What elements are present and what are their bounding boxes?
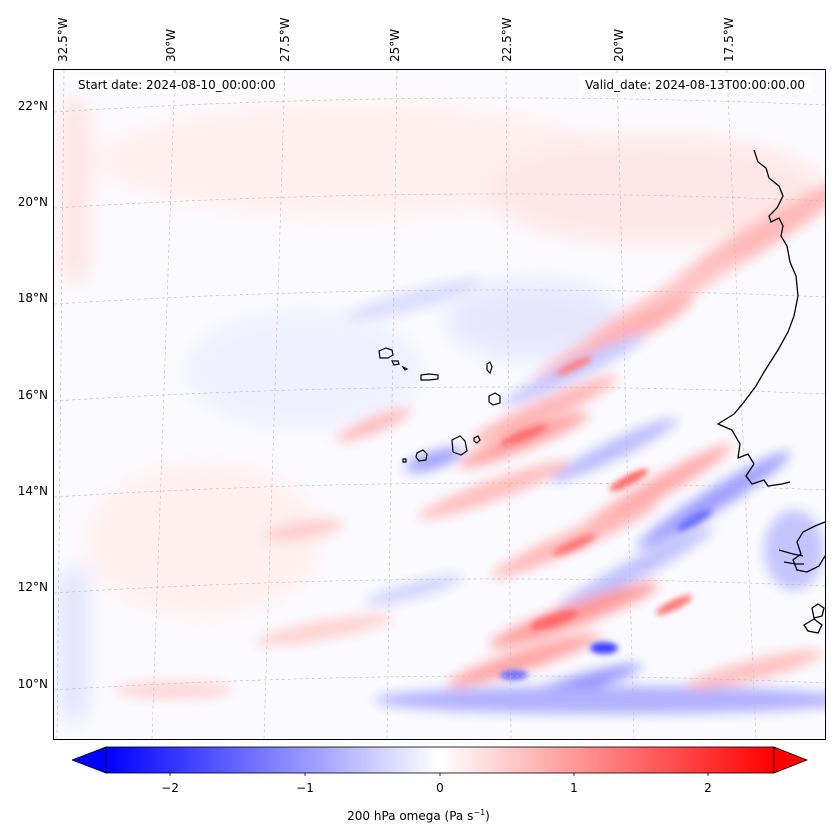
- lon-label-20w: 20°W: [612, 28, 626, 62]
- lat-label-18n: 18°N: [17, 291, 48, 305]
- colorbar-variable: 200 hPa omega: [347, 809, 441, 823]
- colorbar-extend-left: [72, 746, 107, 774]
- colorbar-tick-label: 2: [704, 781, 712, 795]
- lon-label-30w: 30°W: [164, 28, 178, 62]
- lat-label-20n: 20°N: [17, 195, 48, 209]
- lon-label-17.5w: 17.5°W: [722, 17, 736, 62]
- colorbar-units: (Pa s: [444, 809, 474, 823]
- omega-field-cells: [500, 356, 712, 680]
- omega-map: [53, 69, 826, 740]
- colorbar-extend-right: [773, 746, 808, 774]
- colorbar-units-close: ): [485, 809, 490, 823]
- start-date-label: Start date: 2024-08-10_00:00:00: [72, 76, 282, 94]
- lon-label-32.5w: 32.5°W: [56, 17, 70, 62]
- omega-field-svg: [54, 70, 825, 739]
- lat-label-22n: 22°N: [17, 99, 48, 113]
- colorbar-title: 200 hPa omega (Pa s−1): [0, 808, 837, 823]
- colorbar-units-exponent: −1: [473, 808, 486, 817]
- colorbar-tick-label: 1: [570, 781, 578, 795]
- west-africa-coastline: [716, 149, 825, 634]
- colorbar: [72, 746, 808, 776]
- colorbar-tick-label: −2: [161, 781, 179, 795]
- omega-field-bands: [114, 180, 825, 714]
- lat-label-10n: 10°N: [17, 677, 48, 691]
- lon-label-22.5w: 22.5°W: [500, 17, 514, 62]
- lon-label-25w: 25°W: [388, 28, 402, 62]
- colorbar-tick-label: 0: [436, 781, 444, 795]
- valid-date-label: Valid_date: 2024-08-13T00:00:00.00: [579, 76, 811, 94]
- colorbar-tick-label: −1: [296, 781, 314, 795]
- omega-field-background: [54, 70, 825, 739]
- colorbar-gradient: [105, 746, 775, 774]
- lat-label-12n: 12°N: [17, 580, 48, 594]
- lat-label-14n: 14°N: [17, 484, 48, 498]
- lon-label-27.5w: 27.5°W: [278, 17, 292, 62]
- cape-verde-islands: [378, 347, 501, 463]
- lat-label-16n: 16°N: [17, 388, 48, 402]
- graticule: [54, 70, 825, 739]
